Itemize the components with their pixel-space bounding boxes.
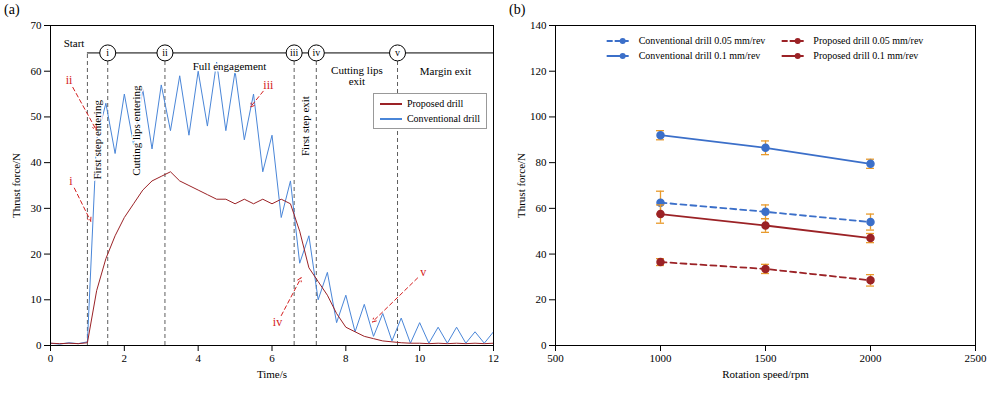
svg-text:v: v xyxy=(420,265,426,279)
svg-text:70: 70 xyxy=(31,19,43,31)
svg-text:2500: 2500 xyxy=(965,352,988,364)
svg-text:2000: 2000 xyxy=(860,352,883,364)
svg-text:1500: 1500 xyxy=(755,352,778,364)
svg-text:10: 10 xyxy=(414,352,426,364)
html-text:Conventional drill: Conventional drill xyxy=(407,113,480,124)
svg-text:iv: iv xyxy=(312,47,320,58)
html-text:Proposed drill: Proposed drill xyxy=(407,98,464,109)
svg-text:60: 60 xyxy=(536,202,548,214)
svg-text:500: 500 xyxy=(547,352,564,364)
svg-text:ii: ii xyxy=(66,73,73,87)
svg-text:30: 30 xyxy=(31,202,43,214)
html-text:Conventional drill 0.05 mm/rev: Conventional drill 0.05 mm/rev xyxy=(638,35,766,46)
svg-text:80: 80 xyxy=(536,156,548,168)
svg-text:1000: 1000 xyxy=(650,352,673,364)
svg-text:Thrust force/N: Thrust force/N xyxy=(10,153,22,218)
svg-text:Thrust force/N: Thrust force/N xyxy=(515,153,527,218)
svg-text:40: 40 xyxy=(31,156,43,168)
svg-text:6: 6 xyxy=(269,352,275,364)
svg-text:12: 12 xyxy=(488,352,499,364)
svg-text:8: 8 xyxy=(343,352,349,364)
svg-text:First step entering: First step entering xyxy=(91,100,103,180)
svg-text:120: 120 xyxy=(530,65,547,77)
svg-text:iii: iii xyxy=(290,47,299,58)
svg-text:i: i xyxy=(106,47,109,58)
svg-text:ii: ii xyxy=(162,47,168,58)
svg-text:20: 20 xyxy=(31,248,43,260)
svg-text:Rotation speed/rpm: Rotation speed/rpm xyxy=(722,368,809,380)
html-text:(a): (a) xyxy=(4,2,20,17)
html-text:Proposed drill 0.1 mm/rev: Proposed drill 0.1 mm/rev xyxy=(813,50,919,61)
svg-text:Time/s: Time/s xyxy=(257,368,287,380)
html-text:(b): (b) xyxy=(509,2,526,17)
svg-text:Margin exit: Margin exit xyxy=(420,65,471,77)
svg-text:0: 0 xyxy=(36,339,42,351)
svg-text:140: 140 xyxy=(530,19,547,31)
svg-text:0: 0 xyxy=(48,352,54,364)
svg-text:First step exit: First step exit xyxy=(299,96,311,156)
svg-text:60: 60 xyxy=(31,65,43,77)
svg-text:2: 2 xyxy=(122,352,128,364)
svg-text:iii: iii xyxy=(263,78,274,92)
html-text:Proposed drill 0.05 mm/rev: Proposed drill 0.05 mm/rev xyxy=(813,35,924,46)
svg-text:50: 50 xyxy=(31,110,43,122)
svg-text:v: v xyxy=(395,47,400,58)
svg-text:Cutting lipsexit: Cutting lipsexit xyxy=(331,64,383,87)
svg-text:100: 100 xyxy=(530,110,547,122)
svg-text:0: 0 xyxy=(541,339,547,351)
svg-text:4: 4 xyxy=(195,352,201,364)
html-text:Conventional drill 0.1 mm/rev: Conventional drill 0.1 mm/rev xyxy=(638,50,761,61)
svg-text:Full engagement: Full engagement xyxy=(193,60,267,72)
svg-text:Start: Start xyxy=(64,37,85,49)
svg-text:Cutting lips entering: Cutting lips entering xyxy=(130,85,142,176)
svg-text:20: 20 xyxy=(536,293,548,305)
svg-text:i: i xyxy=(69,174,73,188)
svg-text:iv: iv xyxy=(273,315,282,329)
svg-text:10: 10 xyxy=(31,293,43,305)
svg-text:40: 40 xyxy=(536,248,548,260)
